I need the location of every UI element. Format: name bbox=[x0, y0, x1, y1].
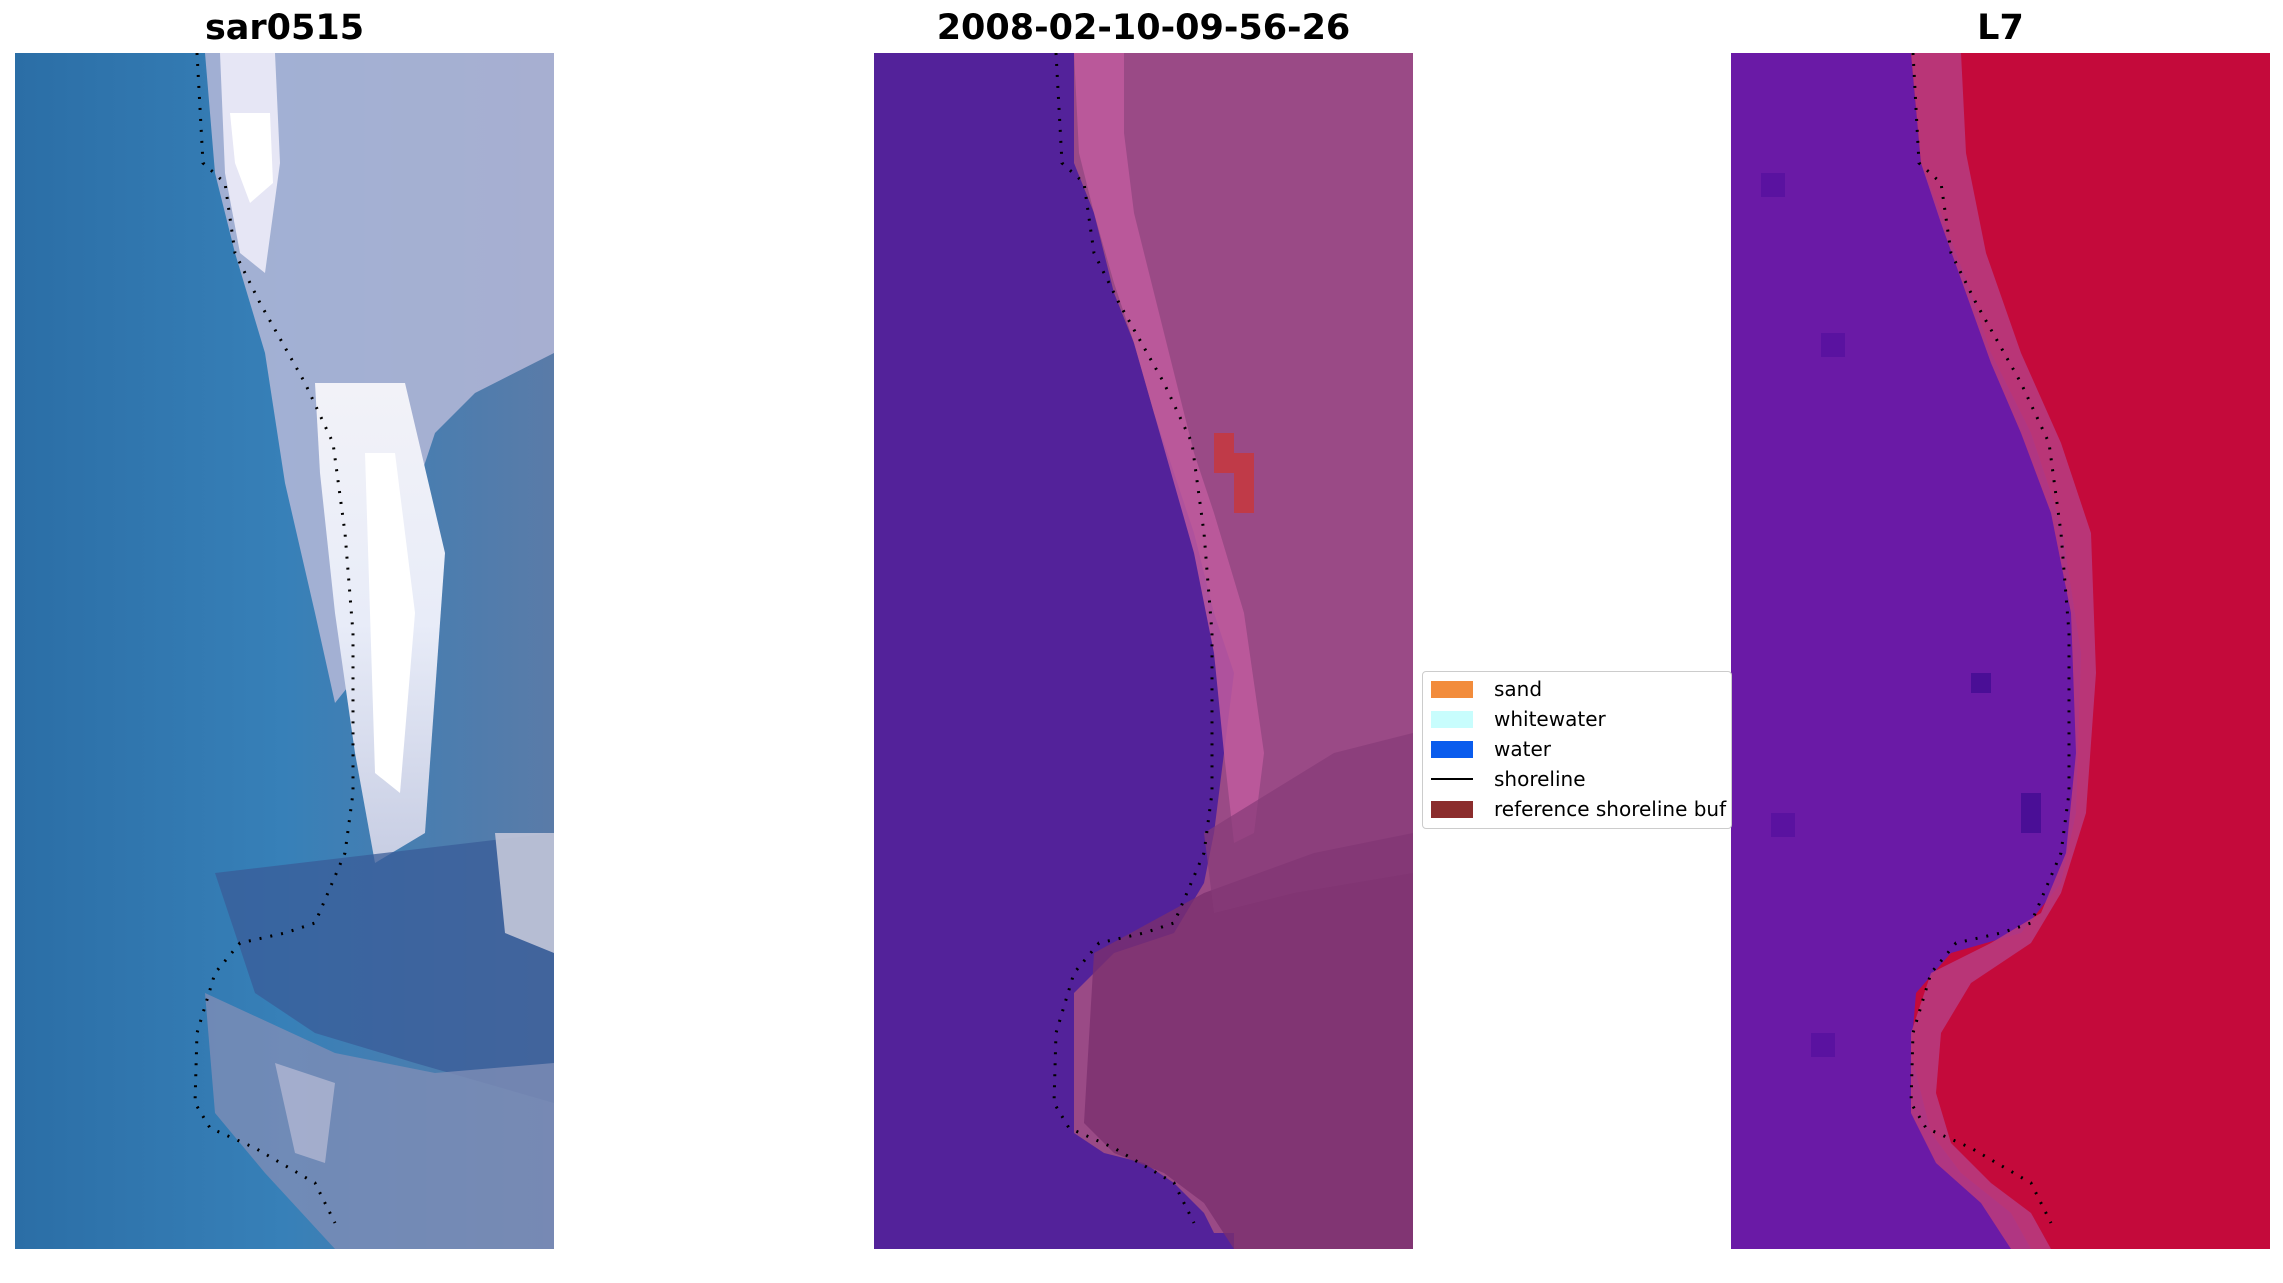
index-image bbox=[1731, 53, 2270, 1249]
rgb-satellite-image bbox=[15, 53, 554, 1249]
legend-label: reference shoreline buf bbox=[1494, 797, 1727, 821]
shoreline-line-swatch bbox=[1431, 778, 1473, 780]
legend-item-whitewater: whitewater bbox=[1431, 707, 1606, 731]
legend-label: shoreline bbox=[1494, 767, 1586, 791]
sand-swatch bbox=[1431, 680, 1473, 698]
shoreline-line bbox=[1909, 53, 2071, 1224]
legend-item-water: water bbox=[1431, 737, 1551, 761]
shoreline-line bbox=[193, 53, 355, 1224]
legend: sand whitewater water shoreline referenc… bbox=[1422, 671, 1732, 829]
legend-item-sand: sand bbox=[1431, 677, 1543, 701]
classification-panel bbox=[874, 53, 1413, 1249]
panel-title-index: L7 bbox=[1977, 8, 2024, 48]
legend-label: sand bbox=[1494, 677, 1543, 701]
water-swatch bbox=[1431, 740, 1473, 758]
shoreline-line bbox=[1052, 53, 1214, 1224]
legend-label: water bbox=[1494, 737, 1551, 761]
rgb-image-panel bbox=[15, 53, 554, 1249]
classified-image bbox=[874, 53, 1413, 1249]
whitewater-swatch bbox=[1431, 710, 1473, 728]
legend-item-reference-buffer: reference shoreline buf bbox=[1431, 797, 1727, 821]
legend-label: whitewater bbox=[1494, 707, 1606, 731]
reference-buffer-swatch bbox=[1431, 800, 1473, 818]
index-panel bbox=[1731, 53, 2270, 1249]
panel-title-rgb: sar0515 bbox=[204, 8, 365, 48]
legend-item-shoreline: shoreline bbox=[1431, 767, 1586, 791]
panel-title-classification: 2008-02-10-09-56-26 bbox=[936, 8, 1351, 48]
